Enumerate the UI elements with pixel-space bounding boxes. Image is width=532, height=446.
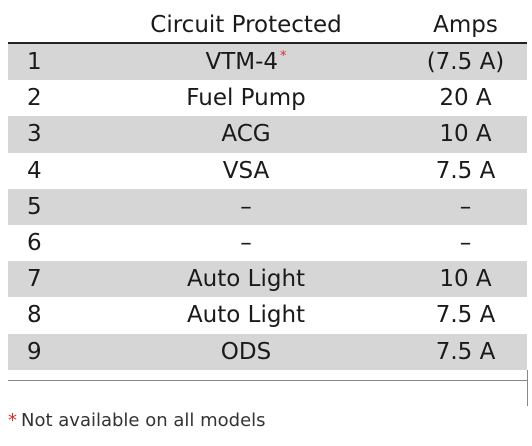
amps-cell: – [459,193,472,220]
fuse-number: 9 [27,338,42,365]
table-row: 4 VSA 7.5 A [8,153,527,189]
amps-cell: 10 A [439,121,492,148]
circuit-cell: VSA [88,158,404,184]
circuit-cell: Fuel Pump [88,85,404,111]
fuse-number: 4 [27,157,42,184]
circuit-name: Fuel Pump [186,85,306,112]
table-header-row: Circuit Protected Amps [8,8,527,44]
fuse-number: 1 [27,49,42,76]
amps-cell: 7.5 A [435,338,496,365]
table-bottom-rule [8,380,527,381]
note-marker: * [280,49,287,65]
circuit-cell: ODS [88,339,404,365]
page-edge-rule [527,370,528,406]
table-row: 8 Auto Light 7.5 A [8,297,527,333]
circuit-name: Auto Light [186,302,306,329]
circuit-name: ACG [221,121,271,148]
circuit-cell: Auto Light [88,302,404,328]
amps-cell: 7.5 A [435,157,496,184]
fuse-number: 6 [27,230,42,257]
amps-cell: 7.5 A [435,302,496,329]
circuit-cell: Auto Light [88,266,404,292]
fuse-number: 7 [27,266,42,293]
circuit-cell: – [88,194,404,220]
amps-cell: 10 A [439,266,492,293]
table-row: 3 ACG 10 A [8,116,527,153]
circuit-name: Auto Light [186,266,306,293]
table-row: 6 – – [8,225,527,261]
table-row: 1 VTM-4 * (7.5 A) [8,44,527,81]
table-row: 5 – – [8,188,527,225]
amps-cell: (7.5 A) [426,49,505,76]
footnote-text: Not available on all models [21,410,266,431]
header-amps: Amps [433,12,498,38]
fuse-table: Circuit Protected Amps 1 VTM-4 * (7.5 A) 2 Fu… [8,8,527,370]
circuit-name: VSA [222,157,270,184]
table-row: 9 ODS 7.5 A [8,333,527,370]
fuse-number: 3 [27,121,42,148]
amps-cell: – [459,230,472,257]
header-circuit-protected: Circuit Protected [150,12,342,38]
footnote-marker: * [8,410,17,431]
circuit-name: – [240,230,252,257]
circuit-cell: VTM-4 * [88,49,404,75]
circuit-cell: ACG [88,121,404,147]
table-row: 2 Fuel Pump 20 A [8,80,527,116]
amps-cell: 20 A [439,85,492,112]
table-row: 7 Auto Light 10 A [8,261,527,298]
circuit-cell: – [88,230,404,256]
footnote: * Not available on all models [8,410,266,431]
fuse-number: 8 [27,302,42,329]
circuit-name: ODS [220,338,272,365]
fuse-number: 2 [27,85,42,112]
table-body: 1 VTM-4 * (7.5 A) 2 Fuel Pump 20 A 3 ACG 10 A 4 VSA… [8,44,527,370]
fuse-number: 5 [27,193,42,220]
circuit-name: VTM-4 [205,49,279,76]
circuit-name: – [240,193,252,220]
